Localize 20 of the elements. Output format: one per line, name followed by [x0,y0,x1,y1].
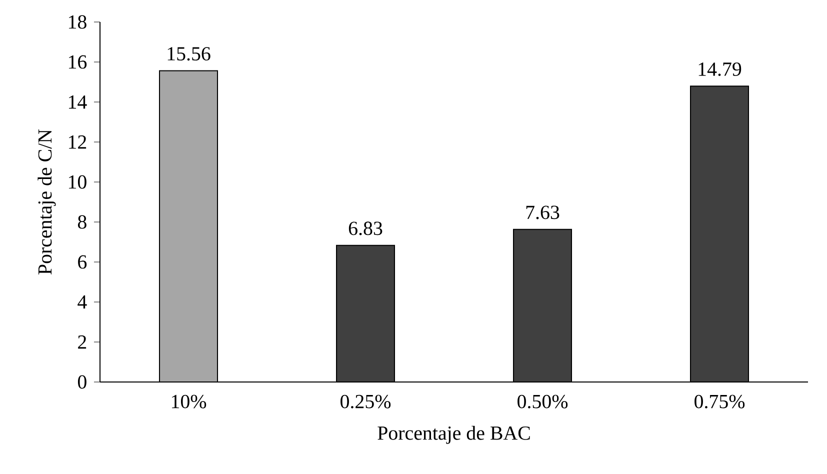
data-label: 14.79 [698,62,742,76]
y-tick-label: 16 [68,55,87,69]
y-tick-label: 8 [78,215,86,229]
data-label: 6.83 [348,222,382,236]
data-label: 7.63 [526,206,560,220]
x-tick-label: 0.25% [340,394,391,408]
y-tick-label: 0 [78,375,86,389]
data-label: 15.56 [168,47,210,61]
y-tick-label: 2 [78,335,86,349]
x-tick-label: 10% [172,394,206,408]
x-tick-label: 0.75% [694,394,745,408]
y-tick-label: 12 [68,135,86,149]
y-tick-label: 6 [78,255,87,269]
y-tick-label: 4 [78,295,87,309]
y-tick-label: 14 [68,95,87,109]
y-tick-label: 18 [68,15,86,29]
y-tick-label: 10 [68,175,86,189]
y-axis-title: Porcentaje de C/N [38,129,56,274]
x-tick-label: 0.50% [518,394,568,408]
x-axis-title: Porcentaje de BAC [378,426,530,444]
